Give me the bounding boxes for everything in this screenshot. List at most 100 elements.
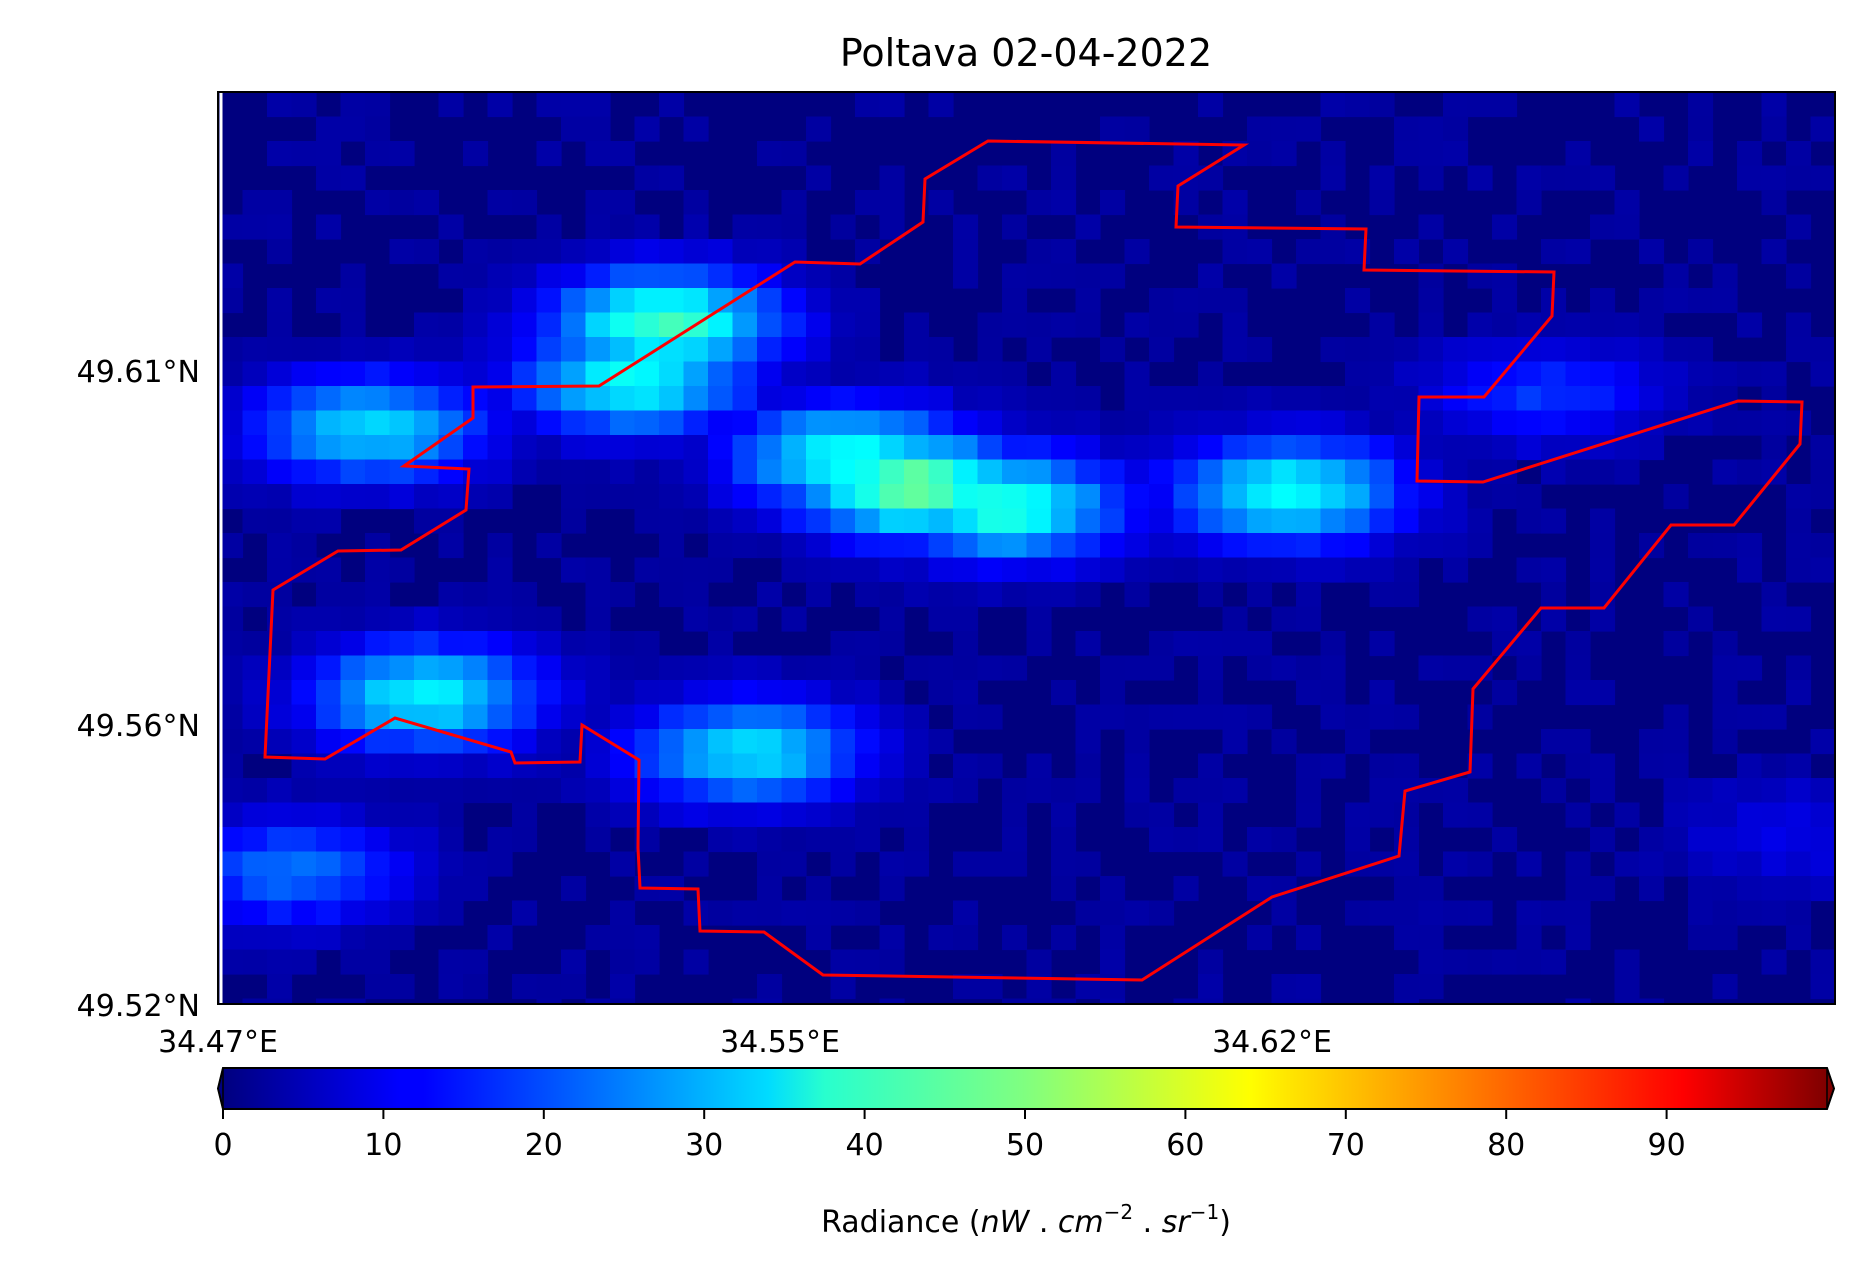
radiance-pixel bbox=[855, 459, 881, 485]
radiance-pixel bbox=[1075, 214, 1101, 240]
radiance-pixel bbox=[732, 214, 758, 240]
radiance-pixel bbox=[536, 778, 562, 804]
radiance-pixel bbox=[928, 680, 954, 706]
radiance-pixel bbox=[1492, 435, 1518, 461]
radiance-pixel bbox=[708, 557, 734, 583]
radiance-pixel bbox=[757, 778, 783, 804]
radiance-pixel bbox=[1443, 533, 1469, 559]
radiance-pixel bbox=[1639, 386, 1665, 412]
radiance-pixel bbox=[536, 312, 562, 338]
radiance-pixel bbox=[855, 753, 881, 779]
radiance-pixel bbox=[1198, 557, 1224, 583]
radiance-pixel bbox=[757, 533, 783, 559]
radiance-pixel bbox=[1026, 533, 1052, 559]
radiance-pixel bbox=[1639, 827, 1665, 853]
radiance-pixel bbox=[610, 753, 636, 779]
radiance-pixel bbox=[340, 410, 366, 436]
radiance-pixel bbox=[634, 655, 660, 681]
radiance-pixel bbox=[1810, 729, 1835, 755]
radiance-pixel bbox=[1394, 508, 1420, 534]
radiance-pixel bbox=[1247, 827, 1273, 853]
radiance-pixel bbox=[928, 386, 954, 412]
radiance-pixel bbox=[879, 753, 905, 779]
radiance-pixel bbox=[414, 900, 440, 926]
radiance-pixel bbox=[610, 582, 636, 608]
radiance-pixel bbox=[267, 949, 293, 975]
radiance-pixel bbox=[316, 925, 342, 951]
radiance-pixel bbox=[267, 557, 293, 583]
radiance-pixel bbox=[1712, 876, 1738, 902]
radiance-pixel bbox=[585, 606, 611, 632]
radiance-pixel bbox=[267, 386, 293, 412]
radiance-pixel bbox=[683, 753, 709, 779]
radiance-pixel bbox=[1222, 729, 1248, 755]
radiance-pixel bbox=[1247, 508, 1273, 534]
radiance-pixel bbox=[291, 508, 317, 534]
radiance-pixel bbox=[1100, 949, 1126, 975]
radiance-pixel bbox=[487, 459, 513, 485]
radiance-pixel bbox=[781, 802, 807, 828]
radiance-pixel bbox=[1002, 508, 1028, 534]
radiance-pixel bbox=[806, 361, 832, 387]
radiance-pixel bbox=[1443, 239, 1469, 265]
radiance-pixel bbox=[487, 484, 513, 510]
radiance-pixel bbox=[1810, 361, 1835, 387]
radiance-pixel bbox=[1149, 288, 1175, 314]
radiance-pixel bbox=[512, 288, 538, 314]
radiance-pixel bbox=[683, 680, 709, 706]
radiance-pixel bbox=[316, 141, 342, 167]
radiance-pixel bbox=[1100, 655, 1126, 681]
radiance-pixel bbox=[610, 704, 636, 730]
radiance-pixel bbox=[1100, 533, 1126, 559]
radiance-pixel bbox=[1737, 410, 1763, 436]
radiance-pixel bbox=[659, 802, 685, 828]
radiance-pixel bbox=[1296, 459, 1322, 485]
radiance-pixel bbox=[928, 778, 954, 804]
radiance-pixel bbox=[1149, 704, 1175, 730]
radiance-pixel bbox=[855, 949, 881, 975]
radiance-pixel bbox=[1002, 312, 1028, 338]
radiance-pixel bbox=[340, 92, 366, 118]
radiance-pixel bbox=[267, 361, 293, 387]
radiance-pixel bbox=[585, 410, 611, 436]
radiance-pixel bbox=[414, 386, 440, 412]
radiance-pixel bbox=[389, 141, 415, 167]
radiance-pixel bbox=[634, 263, 660, 289]
radiance-pixel bbox=[291, 459, 317, 485]
radiance-pixel bbox=[365, 484, 391, 510]
radiance-pixel bbox=[316, 214, 342, 240]
radiance-pixel bbox=[806, 680, 832, 706]
colorbar-gradient bbox=[223, 1068, 1827, 1109]
radiance-pixel bbox=[953, 361, 979, 387]
radiance-pixel bbox=[291, 704, 317, 730]
radiance-pixel bbox=[438, 484, 464, 510]
radiance-pixel bbox=[1418, 876, 1444, 902]
radiance-pixel bbox=[659, 435, 685, 461]
radiance-pixel bbox=[242, 704, 268, 730]
radiance-pixel bbox=[1247, 116, 1273, 142]
radiance-pixel bbox=[708, 263, 734, 289]
radiance-pixel bbox=[855, 508, 881, 534]
radiance-pixel bbox=[610, 925, 636, 951]
radiance-pixel bbox=[1075, 900, 1101, 926]
radiance-pixel bbox=[1712, 459, 1738, 485]
radiance-pixel bbox=[683, 729, 709, 755]
radiance-pixel bbox=[634, 704, 660, 730]
radiance-pixel bbox=[242, 631, 268, 657]
radiance-pixel bbox=[610, 337, 636, 363]
radiance-pixel bbox=[1639, 876, 1665, 902]
radiance-pixel bbox=[757, 312, 783, 338]
radiance-pixel bbox=[1541, 165, 1567, 191]
radiance-pixel bbox=[1786, 410, 1812, 436]
radiance-pixel bbox=[1149, 484, 1175, 510]
radiance-pixel bbox=[487, 312, 513, 338]
radiance-pixel bbox=[732, 312, 758, 338]
radiance-pixel bbox=[1443, 337, 1469, 363]
radiance-pixel bbox=[634, 557, 660, 583]
radiance-pixel bbox=[1443, 484, 1469, 510]
radiance-pixel bbox=[389, 190, 415, 216]
radiance-pixel bbox=[708, 655, 734, 681]
radiance-pixel bbox=[683, 116, 709, 142]
radiance-pixel bbox=[340, 116, 366, 142]
radiance-pixel bbox=[757, 802, 783, 828]
